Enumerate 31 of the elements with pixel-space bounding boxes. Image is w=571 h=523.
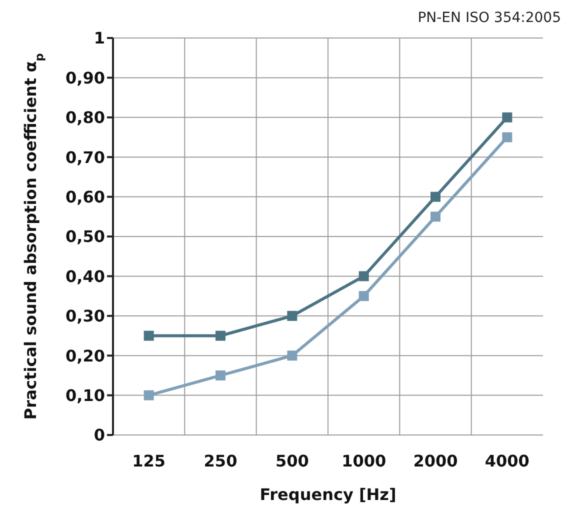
x-tick-label: 4000 — [484, 451, 530, 470]
text: PN-EN ISO 354:2005 — [418, 10, 561, 26]
x-tick-label: 500 — [275, 451, 309, 470]
x-tick-label: 2000 — [413, 451, 458, 470]
y-tick-label: 0,70 — [66, 148, 105, 167]
y-tick-label: 0,50 — [66, 227, 105, 246]
x-tick-label: 1000 — [342, 451, 386, 470]
y-tick-label: 0,90 — [66, 68, 105, 88]
point — [358, 291, 369, 302]
point — [430, 192, 440, 202]
point — [287, 350, 298, 361]
point — [358, 271, 369, 282]
y-tick-label: 0,80 — [66, 108, 105, 128]
y-tick-label: 0 — [94, 426, 105, 445]
x-tick-label: 125 — [132, 451, 166, 470]
point — [430, 212, 440, 222]
y-tick-label: 0,20 — [66, 346, 105, 366]
point — [287, 310, 298, 321]
y-tick-label: 1 — [94, 28, 105, 48]
x-axis-title: Frequency [Hz] — [260, 485, 396, 504]
x-tick-label: 250 — [204, 451, 238, 470]
point — [216, 330, 226, 341]
y-tick-label: 0,10 — [66, 386, 105, 405]
point — [144, 390, 154, 400]
y-tick-label: 0,30 — [66, 306, 105, 326]
point — [502, 132, 512, 142]
point — [216, 370, 226, 380]
point — [502, 112, 512, 122]
y-tick-label: 0,40 — [66, 266, 105, 286]
point — [144, 330, 154, 341]
y-tick-label: 0,60 — [66, 187, 105, 206]
